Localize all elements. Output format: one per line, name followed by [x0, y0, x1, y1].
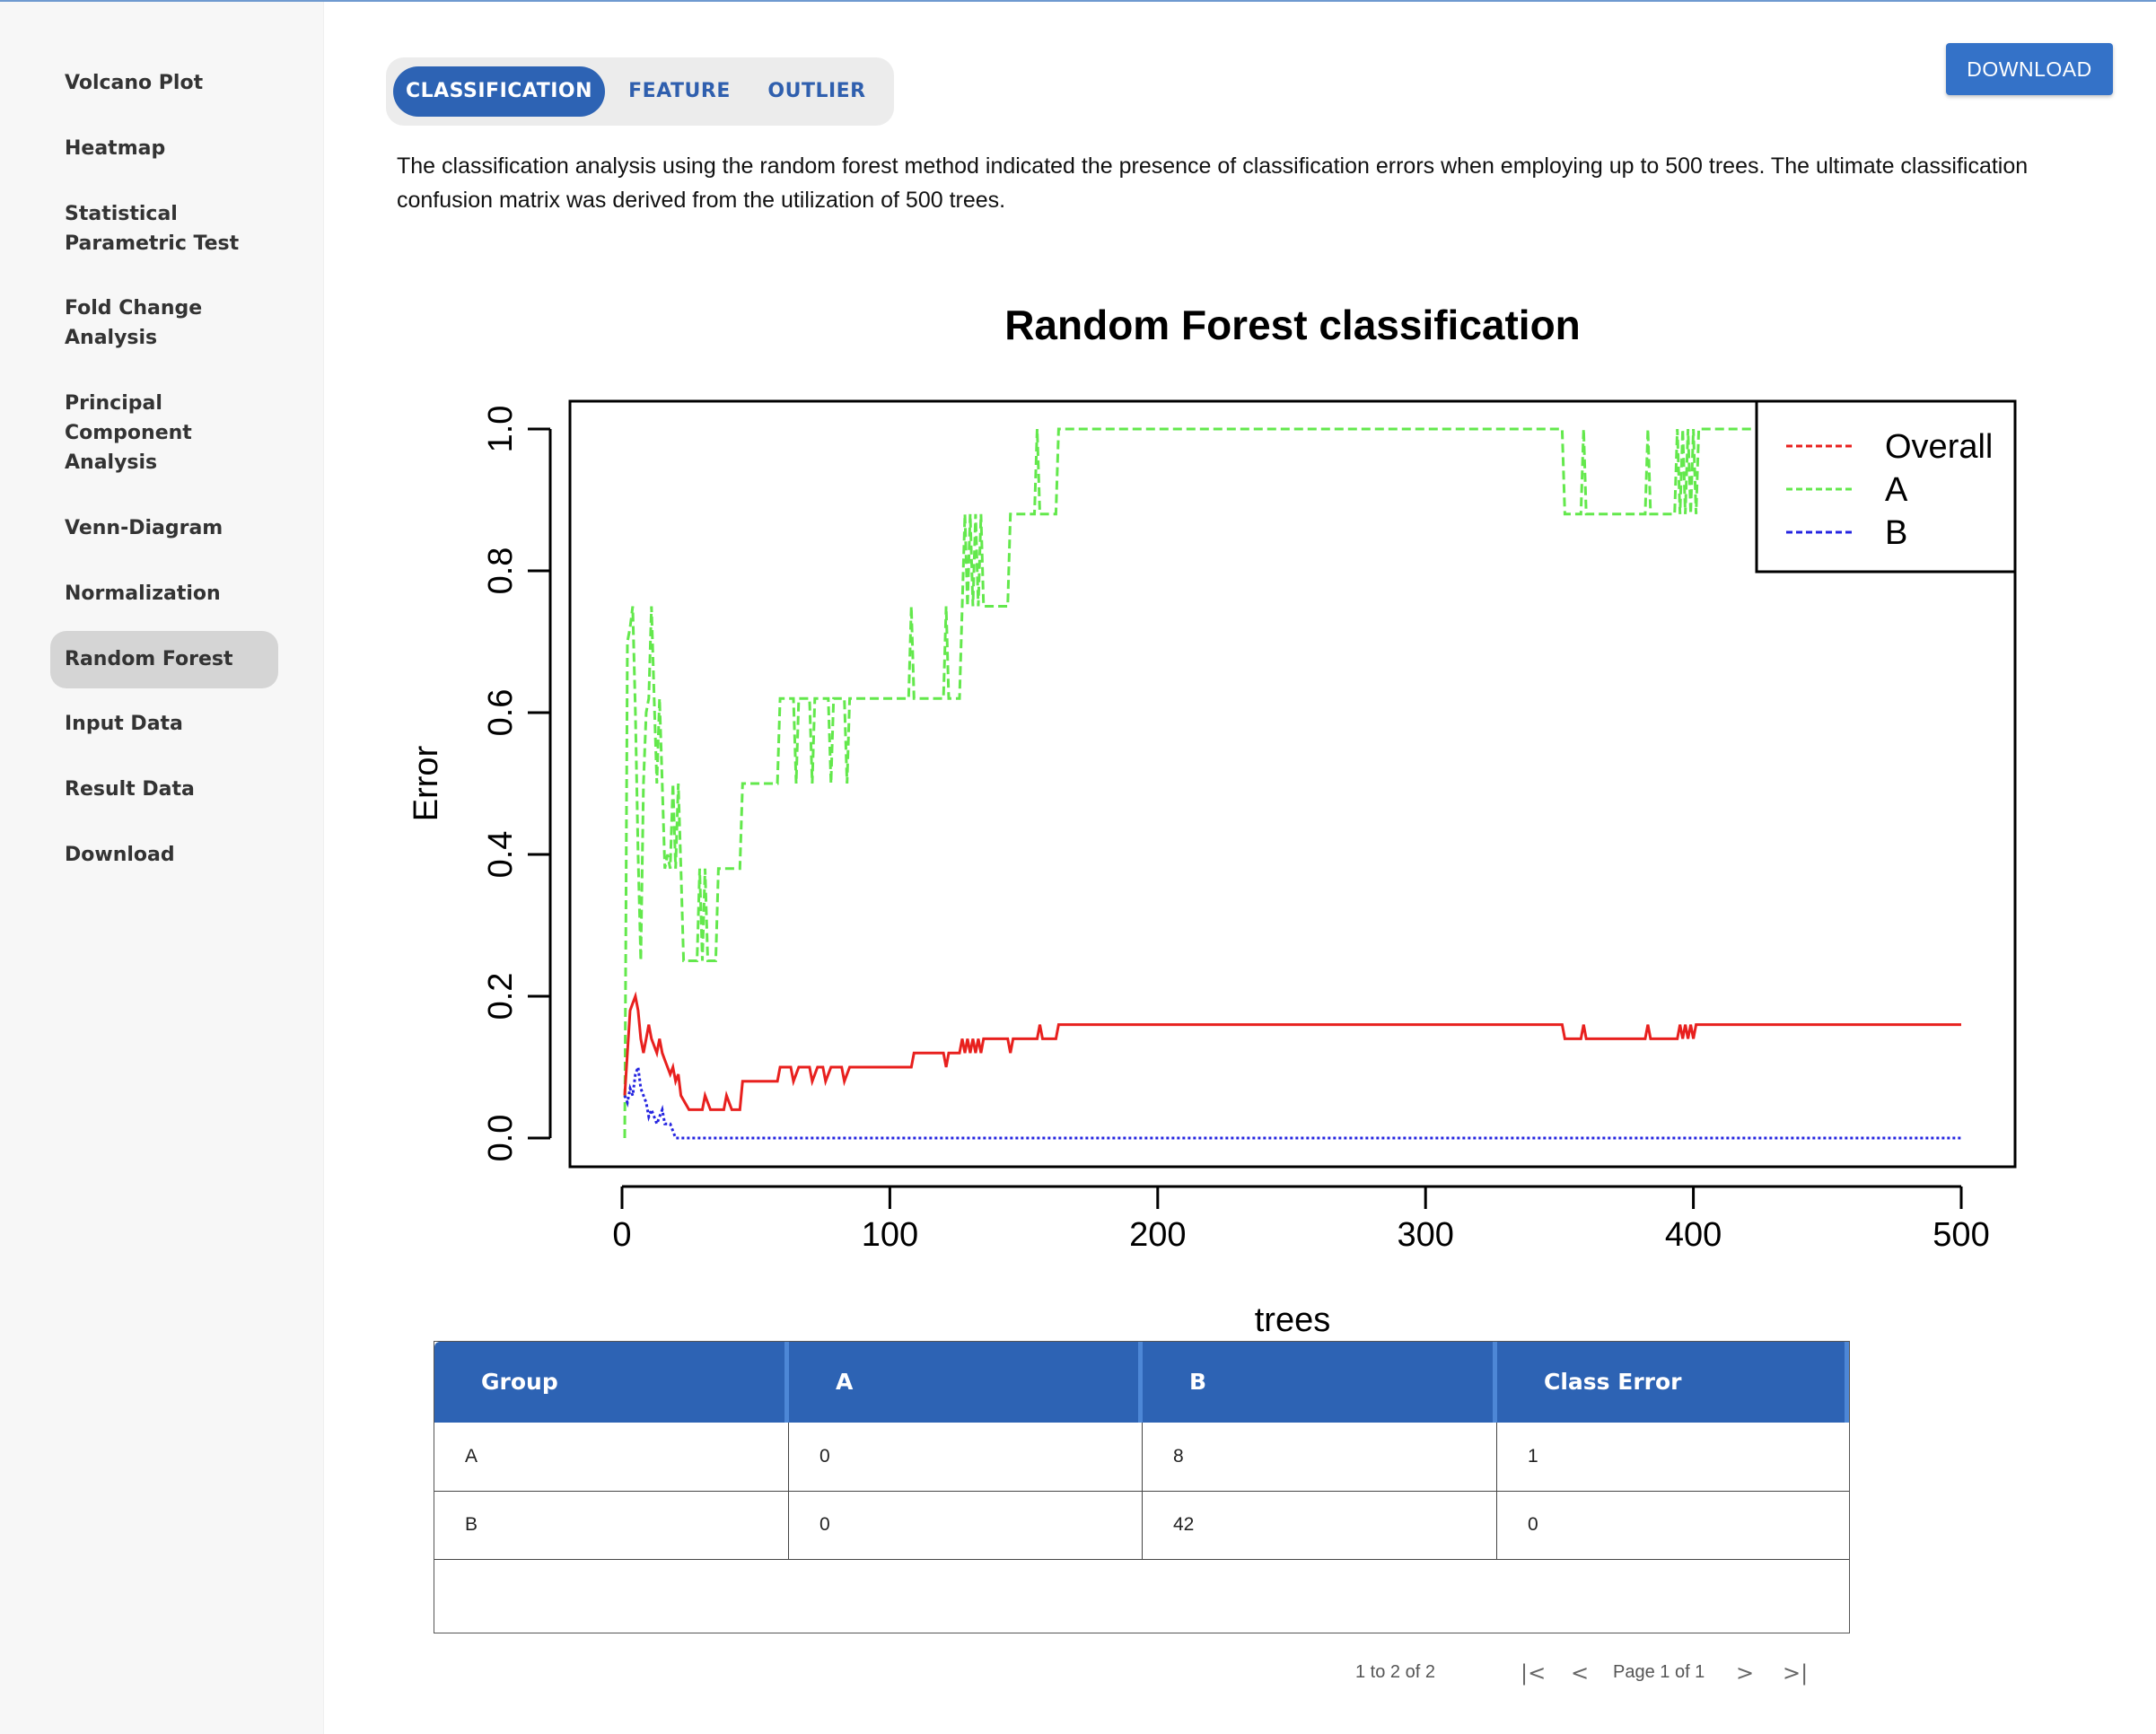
top-border — [0, 0, 2156, 2]
sidebar: Volcano Plot Heatmap Statistical Paramet… — [0, 2, 324, 1734]
x-tick-label: 400 — [1665, 1216, 1722, 1254]
prev-page-icon[interactable]: < — [1571, 1660, 1590, 1686]
series-line-overall — [623, 991, 1961, 1111]
chart-legend: Overall AB — [1755, 399, 2017, 574]
next-page-icon[interactable]: > — [1736, 1660, 1755, 1686]
table-cell: 8 — [1143, 1423, 1497, 1491]
sidebar-item-volcano-plot[interactable]: Volcano Plot — [65, 72, 204, 94]
x-tick-label: 200 — [1129, 1216, 1186, 1254]
x-tick-label: 500 — [1933, 1216, 1989, 1254]
column-header-b[interactable]: B — [1143, 1342, 1497, 1423]
x-axis: 0 100 200 300 400 500 — [612, 1185, 1990, 1254]
plot-frame — [568, 399, 2017, 1169]
table-cell: A — [434, 1423, 789, 1491]
sidebar-item-random-forest[interactable]: Random Forest — [50, 631, 278, 688]
sidebar-item-fold-change-analysis[interactable]: Fold Change Analysis — [65, 297, 203, 349]
chart-title: Random Forest classification — [1004, 302, 1581, 348]
legend-label-b: B — [1885, 514, 1907, 552]
table-row[interactable]: B 0 42 0 — [434, 1491, 1849, 1560]
sidebar-item-result-data[interactable]: Result Data — [65, 778, 195, 801]
pagination-page: Page 1 of 1 — [1613, 1662, 1705, 1682]
y-axis-label: Error — [408, 745, 445, 821]
legend-box — [1755, 399, 2017, 574]
sidebar-item-statistical-parametric-test[interactable]: Statistical Parametric Test — [65, 203, 240, 255]
confusion-matrix-table: Group A B Class Error A 0 8 1 B 0 42 0 — [434, 1341, 1850, 1633]
random-forest-error-chart: Random Forest classification 0.00.20.40.… — [408, 302, 2017, 1339]
last-page-icon[interactable]: >| — [1783, 1660, 1809, 1686]
column-header-class-error[interactable]: Class Error — [1497, 1342, 1849, 1423]
sidebar-item-principal-component-analysis[interactable]: Principal Component Analysis — [65, 392, 192, 474]
x-axis-label: trees — [1255, 1301, 1330, 1339]
series-line-a — [623, 427, 1961, 1139]
y-tick-label: 1.0 — [482, 406, 520, 453]
legend-label-overall: Overall — [1885, 428, 1993, 466]
y-tick-label: 0.8 — [482, 547, 520, 595]
table-cell: 0 — [1528, 1514, 1538, 1535]
x-tick-label: 300 — [1397, 1216, 1453, 1254]
x-tick-label: 0 — [612, 1216, 631, 1254]
y-axis: 0.0 0.2 0.4 0.6 0.8 1.0 — [482, 406, 552, 1162]
analysis-tabs: CLASSIFICATION FEATURE OUTLIER — [386, 57, 894, 126]
x-tick-label: 100 — [862, 1216, 918, 1254]
table-cell: 42 — [1143, 1491, 1497, 1559]
download-button[interactable]: DOWNLOAD — [1946, 43, 2113, 95]
y-tick-label: 0.6 — [482, 689, 520, 737]
table-cell: 0 — [789, 1491, 1143, 1559]
y-tick-label: 0.2 — [482, 973, 520, 1020]
sidebar-item-heatmap[interactable]: Heatmap — [65, 137, 166, 160]
table-cell: 1 — [1528, 1446, 1538, 1467]
tab-feature[interactable]: FEATURE — [628, 80, 731, 102]
series-lines — [623, 427, 1961, 1140]
column-header-a[interactable]: A — [789, 1342, 1143, 1423]
analysis-description: The classification analysis using the ra… — [397, 153, 2029, 213]
y-tick-label: 0.0 — [482, 1115, 520, 1162]
legend-label-a: A — [1885, 471, 1908, 509]
sidebar-item-input-data[interactable]: Input Data — [65, 713, 183, 735]
first-page-icon[interactable]: |< — [1521, 1660, 1547, 1686]
sidebar-item-normalization[interactable]: Normalization — [65, 582, 221, 605]
tab-classification[interactable]: CLASSIFICATION — [393, 66, 605, 117]
sidebar-item-download[interactable]: Download — [65, 844, 175, 866]
table-cell: 0 — [789, 1423, 1143, 1491]
y-tick-label: 0.4 — [482, 831, 520, 879]
table-row[interactable]: A 0 8 1 — [434, 1423, 1849, 1492]
pagination-range: 1 to 2 of 2 — [1355, 1662, 1435, 1682]
sidebar-item-venn-diagram[interactable]: Venn-Diagram — [65, 517, 223, 539]
tab-outlier[interactable]: OUTLIER — [767, 80, 866, 102]
column-header-group[interactable]: Group — [434, 1342, 789, 1423]
table-cell: B — [434, 1491, 789, 1559]
table-header: Group A B Class Error — [434, 1342, 1849, 1423]
